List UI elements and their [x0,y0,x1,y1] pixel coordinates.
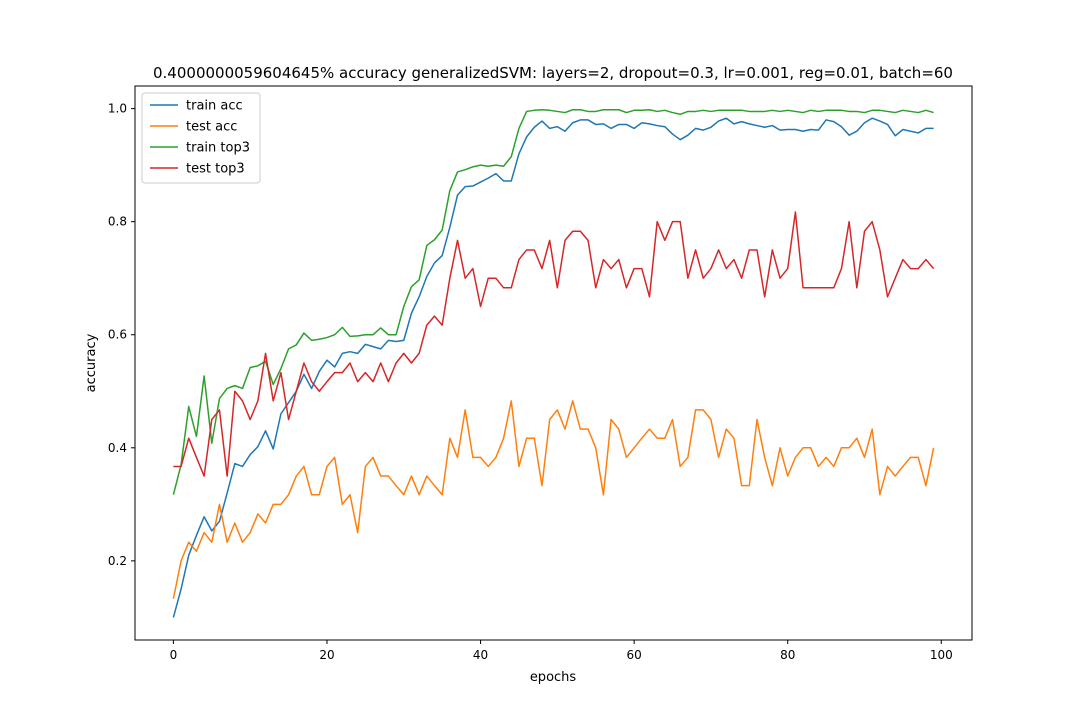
plot-frame [134,85,973,641]
legend-label: train acc [186,99,243,114]
x-axis: 0 20 40 60 80 100 [170,640,953,662]
series-line-2 [172,108,934,495]
legend-box [141,92,261,184]
y-tick-label: 0.8 [108,215,127,229]
x-axis-label: epochs [530,670,577,685]
x-tick-label: 0 [170,648,178,662]
y-tick-label: 1.0 [108,102,127,116]
x-tick-label: 60 [626,648,641,662]
series-line-0 [172,117,934,618]
y-tick-label: 0.6 [108,328,127,342]
legend-label: test acc [186,120,237,135]
x-tick-label: 20 [319,648,334,662]
y-tick-label: 0.2 [108,554,127,568]
chart-title: 0.4000000059604645% accuracy generalized… [153,64,953,82]
legend-label: train top3 [186,141,250,156]
x-tick-label: 80 [780,648,795,662]
series-line-3 [173,211,935,477]
y-axis-label: accuracy [84,333,99,392]
series-line-1 [172,400,935,599]
x-tick-label: 100 [930,648,953,662]
legend: train acc test acc train top3 test top3 [141,92,261,184]
legend-label: test top3 [186,162,245,177]
plot-area [172,108,935,618]
y-tick-label: 0.4 [108,441,127,455]
x-tick-label: 40 [473,648,488,662]
y-axis: 0.2 0.4 0.6 0.8 1.0 [108,102,135,568]
